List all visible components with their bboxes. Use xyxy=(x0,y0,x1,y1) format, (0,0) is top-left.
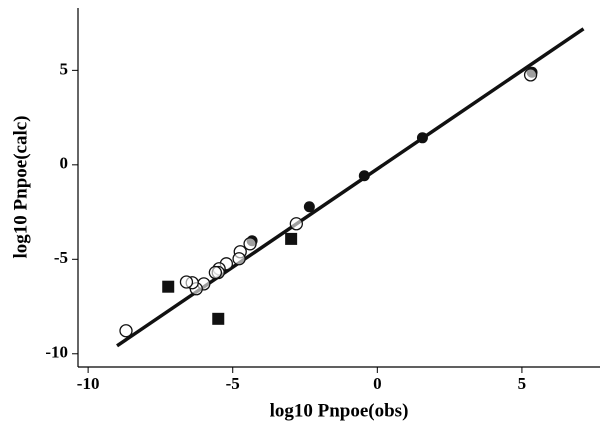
point xyxy=(208,265,223,280)
point xyxy=(243,237,257,251)
point xyxy=(212,312,225,325)
y-axis-title: log10 Pnpoe(calc) xyxy=(10,115,31,258)
y-tick-label: 5 xyxy=(60,59,69,78)
y-tick-label: 0 xyxy=(60,154,69,173)
point xyxy=(232,252,246,266)
point xyxy=(416,132,428,144)
x-tick-label: -10 xyxy=(77,374,100,393)
point xyxy=(162,280,175,293)
y-tick-label: -10 xyxy=(45,343,68,362)
y-tick-label: -5 xyxy=(54,248,68,267)
point xyxy=(289,217,303,231)
fit-line xyxy=(116,27,585,348)
point xyxy=(303,201,315,213)
x-tick-label: 5 xyxy=(518,374,527,393)
point xyxy=(119,324,133,338)
x-tick-label: 0 xyxy=(373,374,382,393)
point xyxy=(358,170,370,182)
x-axis-title: log10 Pnpoe(obs) xyxy=(270,400,409,421)
point xyxy=(523,68,538,82)
point xyxy=(285,232,298,245)
point xyxy=(179,275,194,289)
x-tick-label: -5 xyxy=(226,374,240,393)
